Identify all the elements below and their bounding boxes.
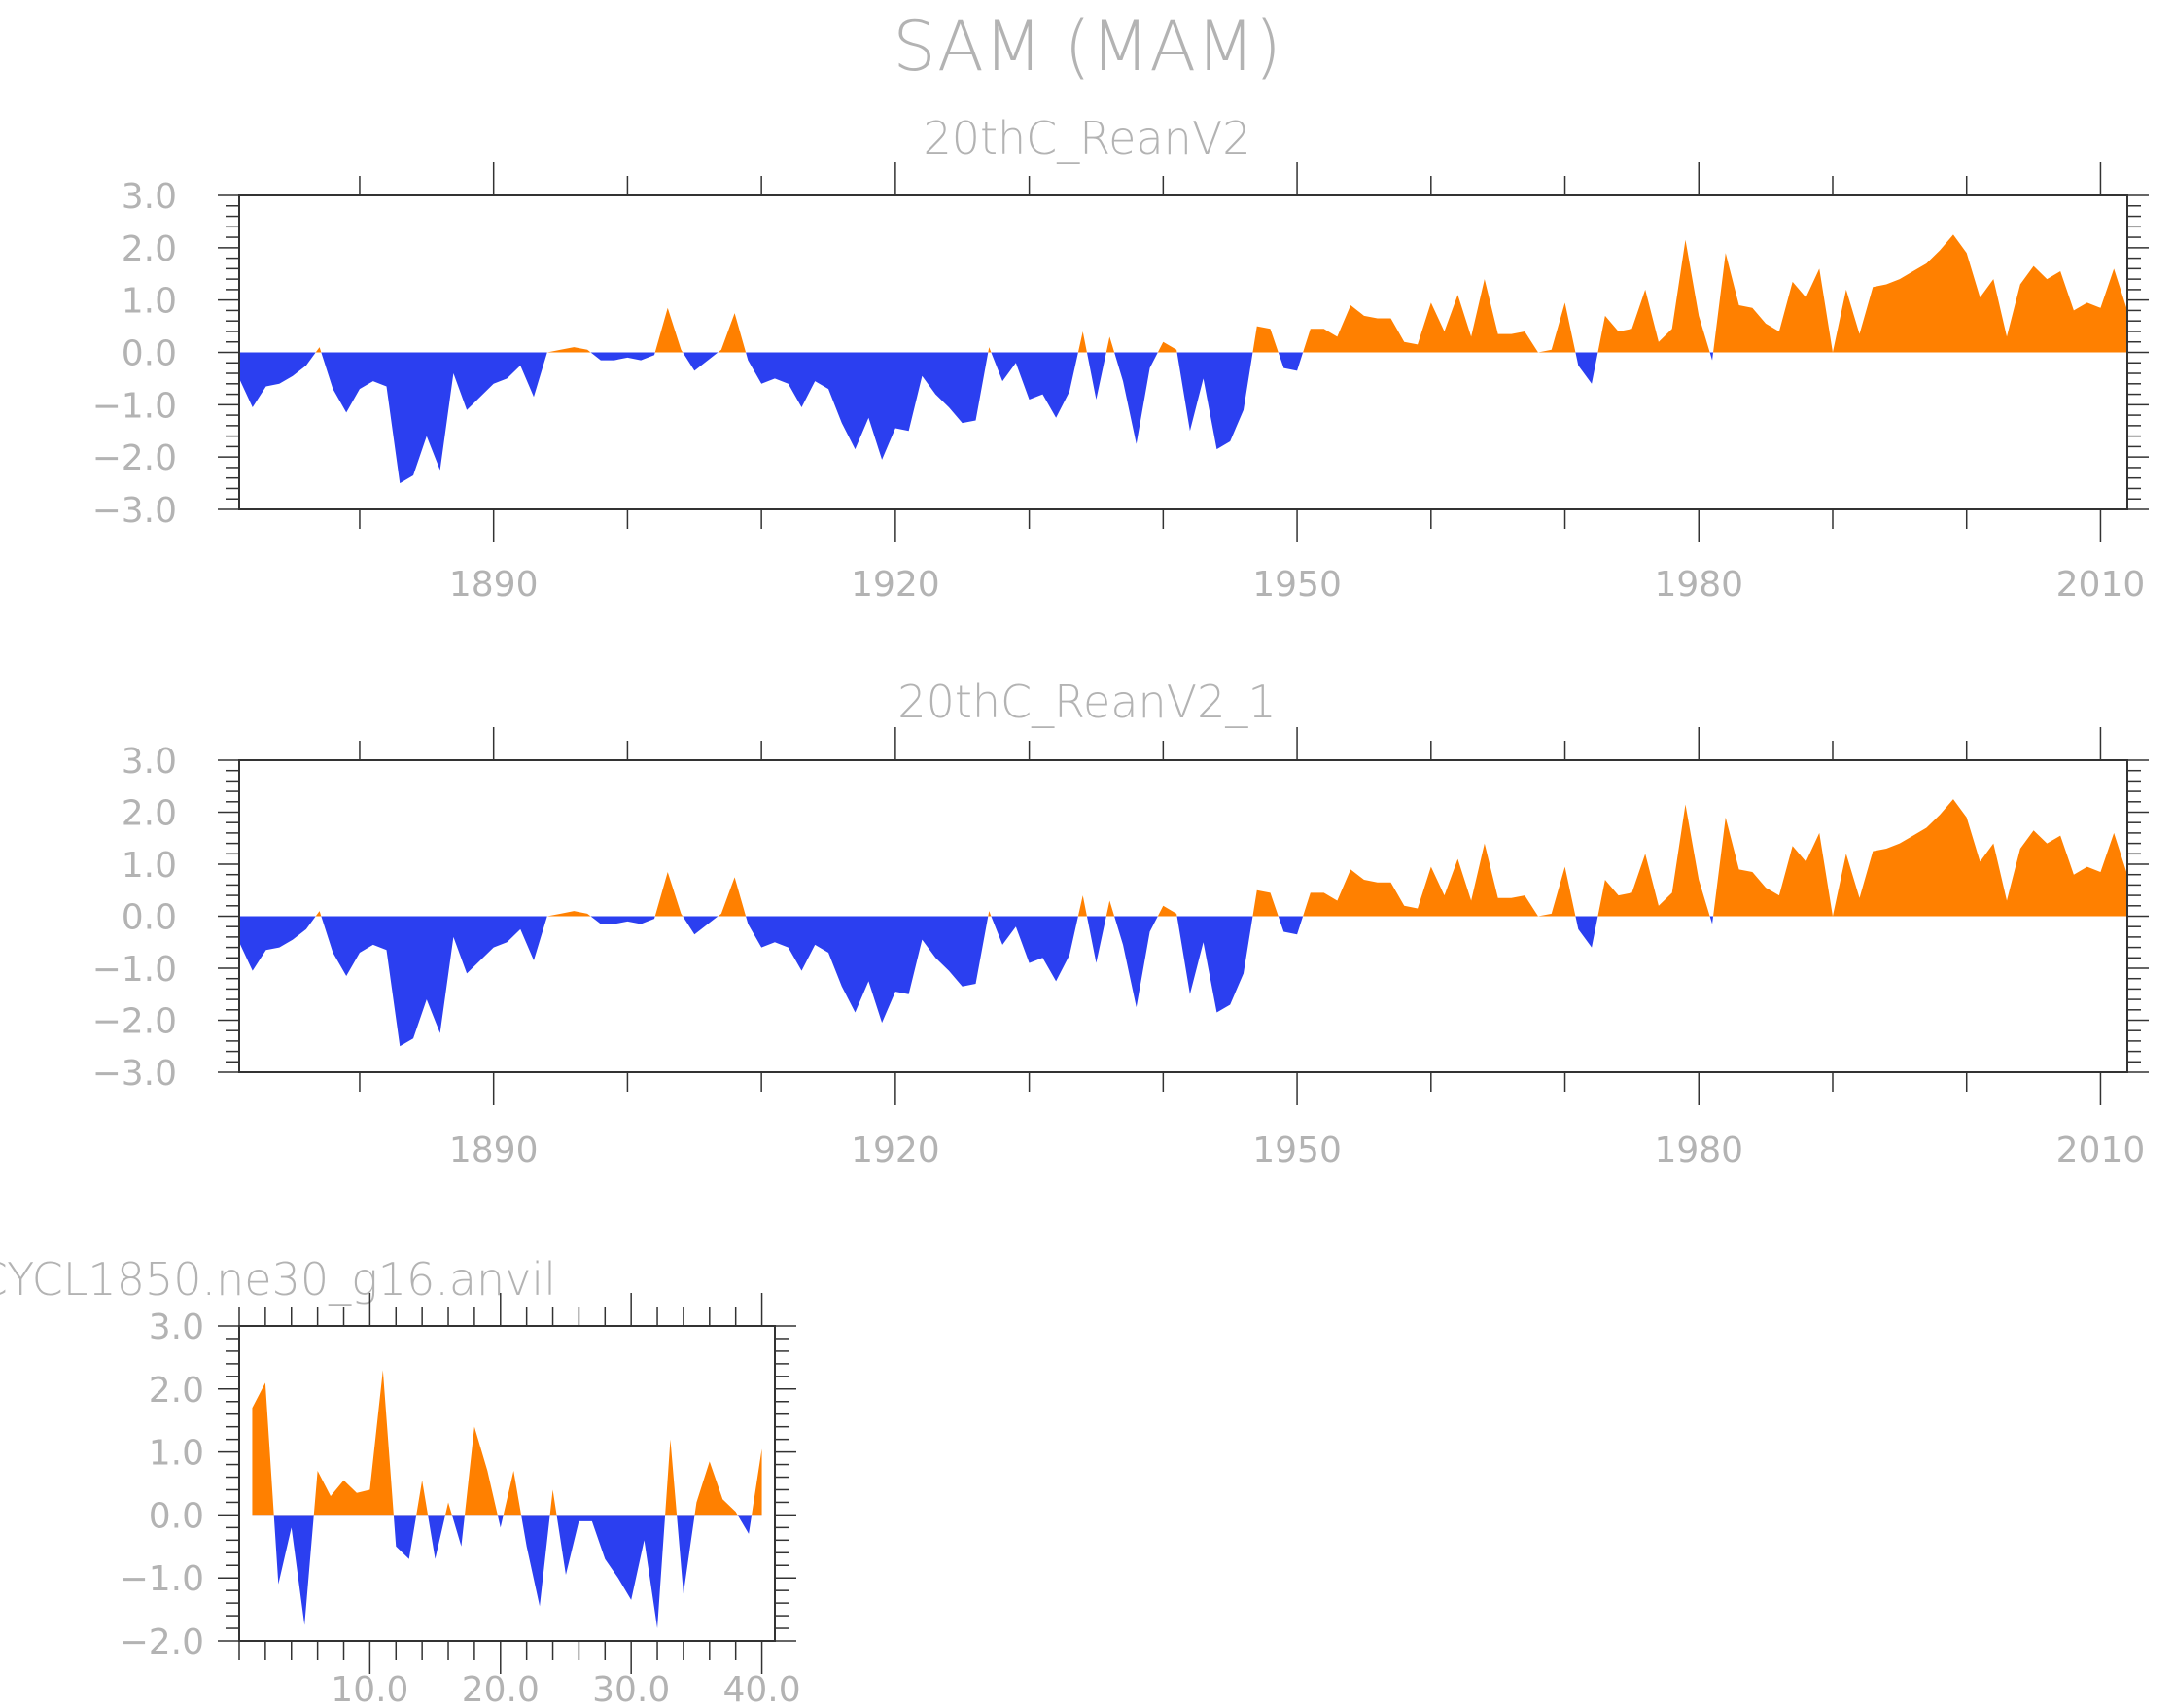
x-tick-label: 20.0	[462, 1670, 540, 1708]
positive-area	[239, 799, 2127, 917]
panel-title: 70605.POP.A_WCYCL1850.ne30_g16.anvil	[0, 1253, 556, 1306]
y-tick-label: 1.0	[122, 846, 177, 886]
y-tick-label: 1.0	[149, 1434, 204, 1474]
negative-area	[273, 1515, 753, 1629]
plot-frame	[238, 1325, 776, 1642]
x-tick-label: 2010	[2056, 1131, 2146, 1170]
x-tick-label: 2010	[2056, 565, 2146, 605]
positive-area	[239, 234, 2127, 353]
panel-reanv2: 20thC_ReanV2 −3.0 −2.0 −1.0 0.0 1.0 2.0 3.0 189…	[92, 112, 2149, 605]
x-tick-label: 30.0	[592, 1670, 670, 1708]
y-tick-label: −1.0	[120, 1559, 204, 1599]
negative-area	[239, 916, 2127, 1047]
y-tick-label: 3.0	[149, 1307, 204, 1347]
y-tick-label: −3.0	[92, 491, 177, 531]
positive-area	[252, 1370, 762, 1516]
x-tick-label: 1980	[1654, 1131, 1743, 1170]
y-tick-label: 2.0	[149, 1371, 204, 1411]
x-tick-label: 1920	[851, 565, 940, 605]
x-tick-label: 1950	[1252, 1131, 1342, 1170]
panel-title: 20thC_ReanV2	[923, 112, 1250, 164]
x-tick-label: 10.0	[331, 1670, 408, 1708]
y-tick-label: −3.0	[92, 1054, 177, 1094]
panel-reanv2-1: 20thC_ReanV2_1 −3.0 −2.0 −1.0 0.0 1.0 2.0 3.0 1…	[92, 676, 2149, 1170]
x-tick-label: 1890	[449, 1131, 539, 1170]
y-tick-label: −2.0	[120, 1622, 204, 1662]
main-title: SAM (MAM)	[893, 7, 1281, 87]
x-tick-label: 1890	[449, 565, 539, 605]
y-tick-label: −2.0	[92, 438, 177, 478]
panel-title: 20thC_ReanV2_1	[897, 676, 1276, 728]
y-tick-label: −1.0	[92, 950, 177, 990]
negative-area	[239, 352, 2127, 484]
x-tick-label: 1950	[1252, 565, 1342, 605]
x-tick-label: 40.0	[722, 1670, 800, 1708]
y-tick-label: −1.0	[92, 386, 177, 426]
y-tick-label: 2.0	[122, 229, 177, 269]
y-tick-label: 3.0	[122, 742, 177, 782]
y-tick-label: 0.0	[149, 1496, 204, 1536]
y-tick-label: −2.0	[92, 1002, 177, 1042]
y-tick-label: 2.0	[122, 794, 177, 834]
x-tick-label: 1980	[1654, 565, 1743, 605]
y-tick-label: 0.0	[122, 334, 177, 374]
panel-model-run: 70605.POP.A_WCYCL1850.ne30_g16.anvil −2.…	[0, 1253, 801, 1708]
y-tick-label: 3.0	[122, 177, 177, 217]
x-tick-label: 1920	[851, 1131, 940, 1170]
y-tick-label: 1.0	[122, 282, 177, 322]
y-tick-label: 0.0	[122, 898, 177, 938]
